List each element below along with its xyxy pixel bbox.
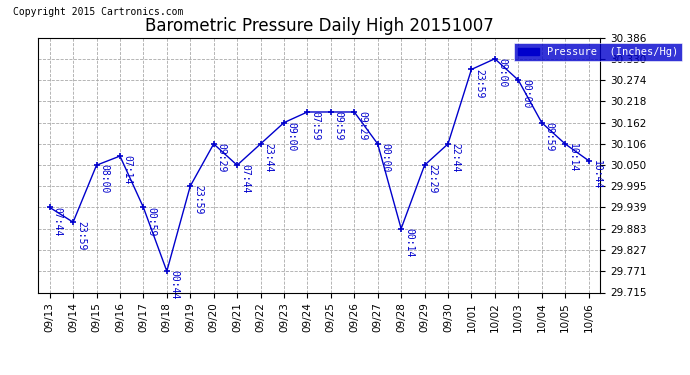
Text: 10:14: 10:14 (568, 143, 578, 172)
Text: 07:14: 07:14 (123, 155, 132, 184)
Text: 10:44: 10:44 (591, 160, 602, 189)
Title: Barometric Pressure Daily High 20151007: Barometric Pressure Daily High 20151007 (145, 16, 493, 34)
Text: 09:00: 09:00 (497, 58, 508, 87)
Text: 07:59: 07:59 (310, 111, 320, 141)
Text: 09:59: 09:59 (544, 122, 555, 151)
Text: 09:29: 09:29 (357, 111, 367, 141)
Text: 09:59: 09:59 (334, 111, 344, 141)
Text: 23:44: 23:44 (264, 143, 273, 172)
Text: 22:29: 22:29 (427, 164, 437, 194)
Text: 00:14: 00:14 (404, 228, 414, 257)
Text: 08:00: 08:00 (99, 164, 109, 194)
Text: 07:44: 07:44 (52, 207, 63, 236)
Text: 09:29: 09:29 (217, 143, 226, 172)
Text: 23:59: 23:59 (474, 69, 484, 98)
Text: 07:44: 07:44 (240, 164, 250, 194)
Text: 00:59: 00:59 (146, 207, 156, 236)
Text: 23:59: 23:59 (193, 185, 203, 215)
Text: 23:59: 23:59 (76, 221, 86, 251)
Text: 09:00: 09:00 (287, 122, 297, 151)
Text: 00:44: 00:44 (170, 270, 179, 300)
Text: 00:00: 00:00 (521, 79, 531, 109)
Text: 22:44: 22:44 (451, 143, 461, 172)
Text: 00:00: 00:00 (380, 143, 391, 172)
Text: Copyright 2015 Cartronics.com: Copyright 2015 Cartronics.com (12, 7, 183, 17)
Legend: Pressure  (Inches/Hg): Pressure (Inches/Hg) (513, 43, 682, 61)
